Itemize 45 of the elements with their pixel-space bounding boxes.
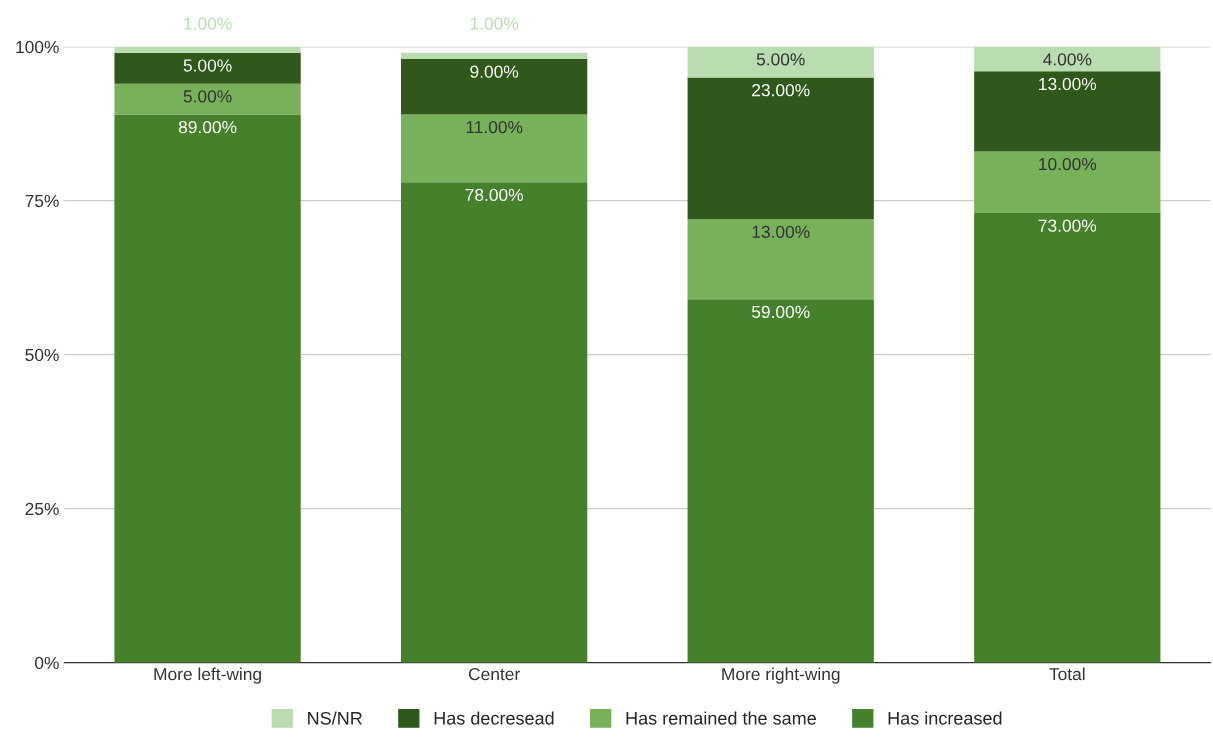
legend-label: Has decresead <box>434 711 554 725</box>
data-label: 78.00% <box>465 188 523 202</box>
bar <box>114 114 301 663</box>
bar <box>974 46 1161 72</box>
y-tick-label: 100% <box>16 40 59 54</box>
x-tick-label: Center <box>468 667 520 681</box>
y-tick-label: 50% <box>25 348 59 362</box>
data-label: 4.00% <box>1043 53 1092 66</box>
data-label: 73.00% <box>1038 219 1097 232</box>
legend-label: Has increased <box>888 711 1002 725</box>
data-label: 5.00% <box>183 90 232 103</box>
y-tick-label: 25% <box>25 502 59 516</box>
data-label: 89.00% <box>178 120 237 134</box>
bar <box>974 151 1161 213</box>
data-label: 1.00% <box>470 17 519 30</box>
bar <box>114 52 301 84</box>
bar <box>114 46 301 53</box>
x-tick-label: Total <box>1049 667 1085 681</box>
bar <box>401 59 588 115</box>
data-label: 59.00% <box>751 305 810 319</box>
legend-label: Has remained the same <box>626 711 816 725</box>
data-label: 1.00% <box>184 17 232 30</box>
data-label: 9.00% <box>470 65 519 78</box>
x-tick-label: More left-wing <box>154 667 261 684</box>
data-label: 5.00% <box>183 59 232 72</box>
x-tick-label: More right-wing <box>722 667 840 684</box>
data-label: 5.00% <box>756 53 805 66</box>
bar <box>687 299 874 663</box>
bar <box>401 52 588 60</box>
data-label: 10.00% <box>1039 157 1097 171</box>
data-label: 23.00% <box>752 84 810 97</box>
y-tick-label: 0% <box>35 656 59 670</box>
legend-label: NS/NR <box>308 711 362 725</box>
data-label: 13.00% <box>752 225 810 238</box>
data-label: 13.00% <box>1039 77 1097 91</box>
bar <box>974 212 1161 663</box>
bar <box>687 77 874 220</box>
bar <box>687 46 874 78</box>
data-label: 11.00% <box>466 120 523 134</box>
bar <box>974 71 1161 152</box>
y-tick-label: 75% <box>25 194 59 208</box>
bar <box>401 114 588 183</box>
bar <box>114 83 301 115</box>
bar <box>687 219 874 300</box>
bar <box>401 182 588 663</box>
